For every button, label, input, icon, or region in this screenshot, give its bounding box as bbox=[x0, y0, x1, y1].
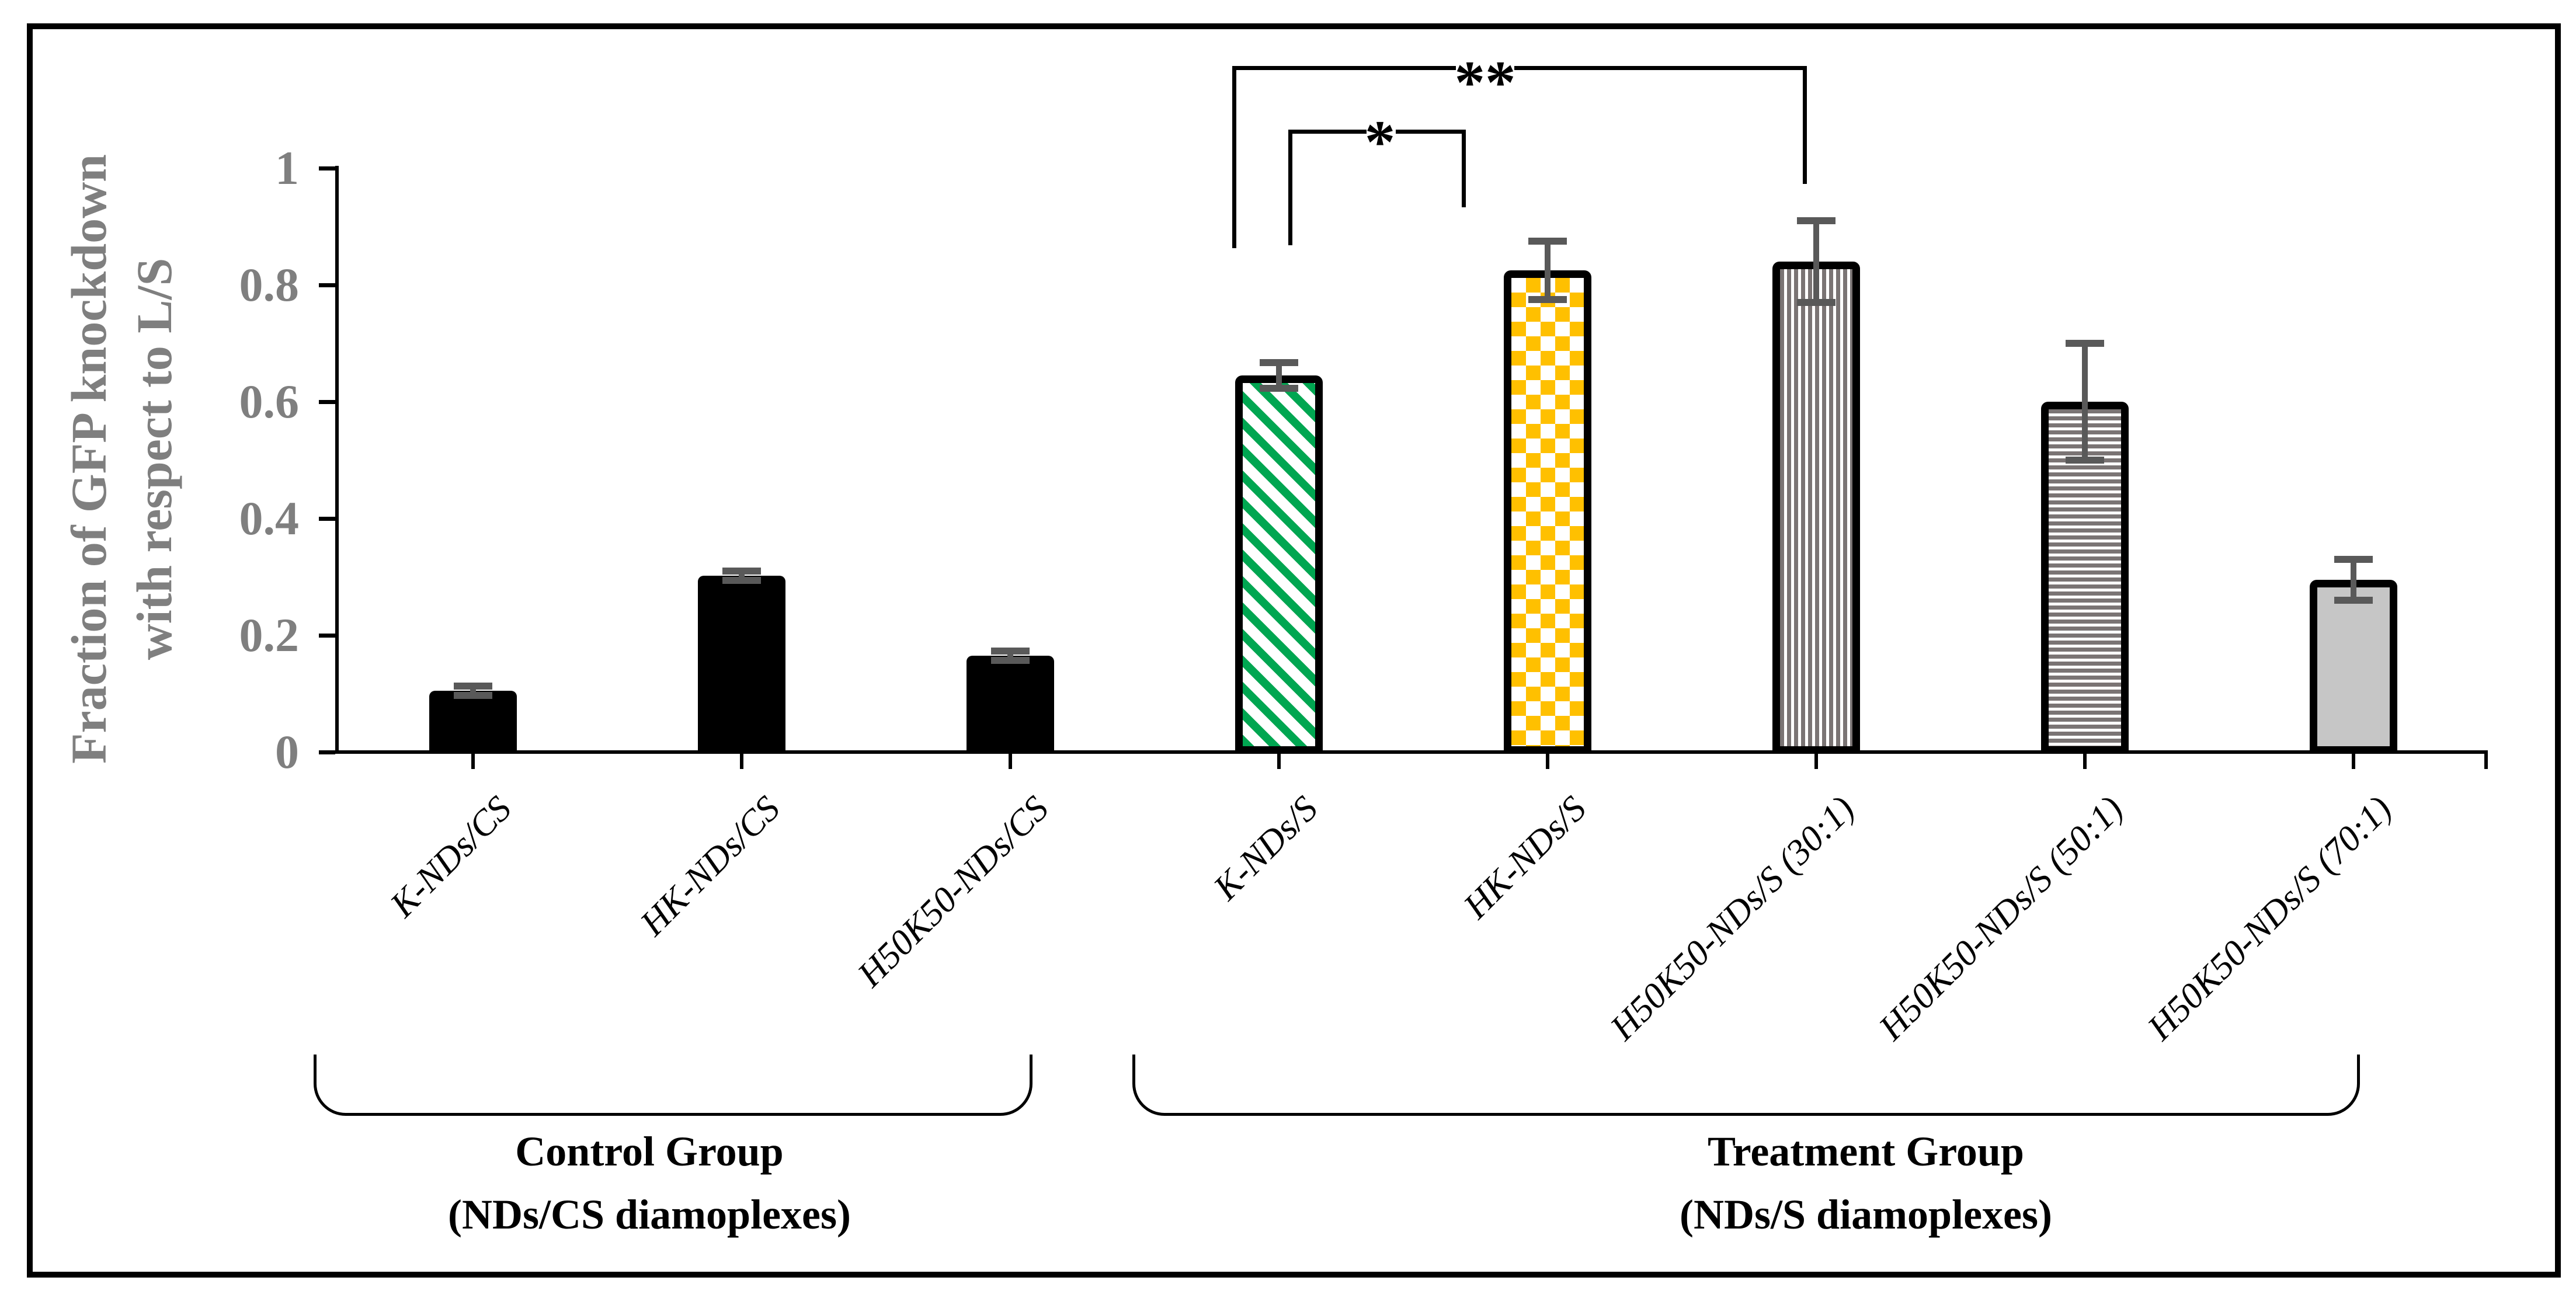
error-bar-cap-bottom bbox=[1260, 385, 1298, 392]
x-tick-label-8: H50K50-NDs/S (70:1) bbox=[2140, 788, 2400, 1048]
x-axis-tick bbox=[2352, 754, 2355, 769]
error-bar-cap-top bbox=[2334, 556, 2373, 563]
bar bbox=[1504, 270, 1591, 754]
y-tick-label: 0.8 bbox=[239, 258, 300, 311]
error-bar-cap-bottom bbox=[722, 577, 761, 584]
bar bbox=[429, 691, 517, 754]
y-axis-tick bbox=[319, 634, 335, 638]
y-tick-label: 0.6 bbox=[239, 375, 300, 428]
bracket-leg bbox=[1803, 66, 1807, 184]
x-axis-tick bbox=[1277, 754, 1281, 769]
y-tick-label: 0 bbox=[275, 725, 299, 778]
bar bbox=[2310, 580, 2397, 754]
error-bar-line bbox=[1545, 241, 1551, 300]
group-label-control-line2: (NDs/CS diamoplexes) bbox=[447, 1191, 851, 1238]
bracket-leg bbox=[1288, 130, 1292, 245]
bracket-leg bbox=[1462, 130, 1466, 207]
group-label-treatment-line2: (NDs/S diamoplexes) bbox=[1679, 1191, 2053, 1238]
group-label-treatment: Treatment Group (NDs/S diamoplexes) bbox=[1680, 1120, 2052, 1246]
bracket-line bbox=[1514, 66, 1807, 70]
significance-star: ** bbox=[1454, 48, 1516, 116]
bracket-leg bbox=[1232, 66, 1236, 248]
bracket-line bbox=[1288, 130, 1367, 134]
error-bar-cap-top bbox=[991, 648, 1030, 655]
x-axis-line bbox=[335, 750, 2488, 754]
bar bbox=[1772, 262, 1860, 754]
error-bar-cap-top bbox=[454, 683, 492, 690]
error-bar-line bbox=[1007, 651, 1013, 660]
error-bar-cap-top bbox=[1797, 217, 1835, 224]
bracket-line bbox=[1396, 130, 1466, 134]
y-axis-tick bbox=[319, 400, 335, 404]
group-bracket-control bbox=[314, 1055, 1033, 1116]
error-bar-cap-bottom bbox=[991, 657, 1030, 664]
x-tick-label-5: HK-NDs/S bbox=[1456, 788, 1594, 927]
x-axis-tick bbox=[1546, 754, 1549, 769]
x-tick-label-7: H50K50-NDs/S (50:1) bbox=[1871, 788, 2131, 1048]
group-bracket-treatment bbox=[1132, 1055, 2360, 1116]
x-tick-label-1: K-NDs/CS bbox=[383, 788, 519, 925]
x-axis-tick bbox=[740, 754, 743, 769]
group-label-treatment-line1: Treatment Group bbox=[1708, 1128, 2024, 1175]
error-bar-line bbox=[2082, 343, 2088, 460]
error-bar-line bbox=[470, 686, 476, 695]
bar bbox=[1235, 375, 1323, 754]
x-axis-tick bbox=[1009, 754, 1012, 769]
error-bar-cap-bottom bbox=[2066, 457, 2104, 464]
x-axis-tick bbox=[2083, 754, 2087, 769]
error-bar-cap-top bbox=[722, 568, 761, 575]
significance-star: * bbox=[1364, 107, 1396, 176]
error-bar-line bbox=[1276, 363, 1282, 388]
x-axis-end-tick bbox=[2484, 754, 2488, 769]
group-label-control: Control Group (NDs/CS diamoplexes) bbox=[448, 1120, 851, 1246]
y-tick-label: 0.4 bbox=[239, 492, 300, 545]
y-axis-tick bbox=[319, 750, 335, 754]
error-bar-cap-top bbox=[2066, 340, 2104, 347]
error-bar-cap-bottom bbox=[454, 692, 492, 699]
x-tick-label-6: H50K50-NDs/S (30:1) bbox=[1602, 788, 1862, 1048]
y-tick-label: 1 bbox=[275, 141, 299, 194]
error-bar-cap-bottom bbox=[1797, 299, 1835, 306]
bracket-line bbox=[1232, 66, 1456, 70]
x-axis-tick bbox=[471, 754, 475, 769]
y-tick-label: 0.2 bbox=[239, 608, 300, 662]
y-axis-tick bbox=[319, 283, 335, 287]
error-bar-line bbox=[1813, 221, 1819, 302]
bar bbox=[698, 576, 785, 754]
group-label-control-line1: Control Group bbox=[515, 1128, 784, 1175]
x-tick-label-4: K-NDs/S bbox=[1205, 788, 1325, 908]
x-axis-tick bbox=[1814, 754, 1818, 769]
error-bar-cap-bottom bbox=[1528, 296, 1567, 303]
y-axis-tick bbox=[319, 517, 335, 521]
x-tick-label-2: HK-NDs/CS bbox=[632, 788, 788, 944]
y-axis-line bbox=[335, 166, 339, 754]
error-bar-line bbox=[739, 571, 745, 580]
bar bbox=[967, 656, 1054, 754]
y-axis-tick bbox=[319, 166, 335, 170]
error-bar-cap-top bbox=[1528, 238, 1567, 245]
error-bar-line bbox=[2351, 559, 2356, 600]
error-bar-cap-bottom bbox=[2334, 597, 2373, 604]
x-tick-label-3: H50K50-NDs/CS bbox=[850, 788, 1056, 995]
error-bar-cap-top bbox=[1260, 359, 1298, 366]
figure-border bbox=[27, 23, 2561, 1278]
